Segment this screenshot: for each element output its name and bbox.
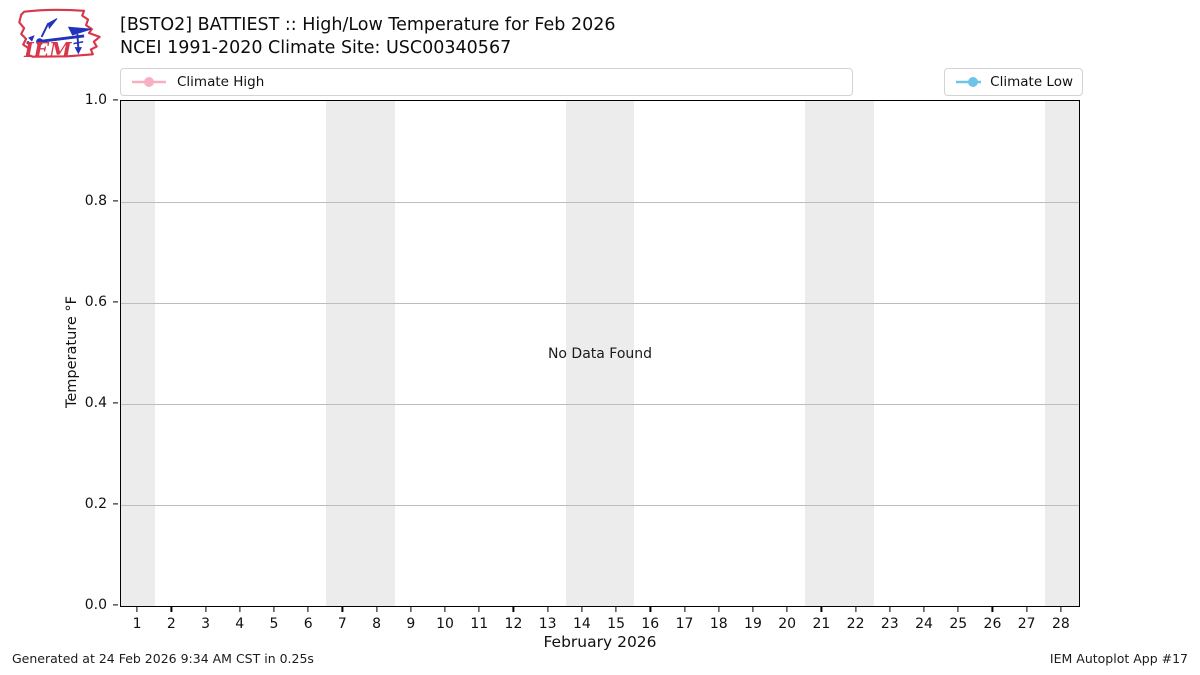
x-tick-label: 1 [132,616,142,632]
x-tick-label: 20 [778,616,797,632]
gridline [121,505,1079,506]
x-tick-label: 5 [269,616,279,632]
y-tick-mark [113,402,118,404]
x-tick-mark [376,607,378,612]
x-tick-mark [512,607,515,612]
x-tick-mark [204,607,207,612]
legend-climate-low: Climate Low [944,68,1083,96]
plot-area: No Data Found [120,100,1080,607]
gridline [121,303,1079,304]
y-tick-mark [113,503,118,505]
app-credit: IEM Autoplot App #17 [1049,651,1188,666]
x-tick-mark [478,607,480,612]
legend-climate-high: Climate High [120,68,853,96]
x-tick-label: 3 [201,616,210,632]
chart-title: [BSTO2] BATTIEST :: High/Low Temperature… [120,15,616,35]
x-tick-label: 19 [744,616,762,632]
x-tick-mark [615,607,617,612]
x-tick-mark [136,607,138,612]
y-tick-label: 0.4 [84,395,107,411]
x-tick-label: 25 [949,616,968,632]
generated-timestamp: Generated at 24 Feb 2026 9:34 AM CST in … [12,651,314,666]
x-tick-label: 12 [504,616,523,632]
x-tick-mark [239,607,241,612]
x-tick-label: 15 [607,616,626,632]
y-tick-label: 1.0 [84,92,107,108]
x-tick-mark [307,607,309,612]
x-tick-label: 7 [337,616,347,632]
x-tick-label: 13 [538,616,557,632]
x-tick-label: 4 [235,616,245,632]
y-tick-mark [113,301,118,303]
y-tick-mark [113,99,118,101]
y-tick-mark [113,604,118,606]
x-tick-mark [991,607,994,612]
iem-logo: IEM [18,8,101,62]
x-tick-mark [1026,607,1028,612]
x-tick-mark [752,607,754,612]
x-tick-label: 18 [709,616,728,632]
x-tick-label: 6 [303,616,313,632]
climate-high-marker-icon [132,77,166,87]
x-tick-mark [547,607,549,612]
x-tick-mark [718,607,720,612]
x-tick-label: 28 [1051,616,1070,632]
x-tick-label: 22 [846,616,865,632]
x-tick-label: 2 [166,616,176,632]
chart-subtitle: NCEI 1991-2020 Climate Site: USC00340567 [120,38,512,58]
x-tick-label: 14 [572,616,591,632]
x-tick-mark [786,607,788,612]
gridline [121,404,1079,405]
x-tick-label: 27 [1017,616,1036,632]
x-tick-mark [410,607,412,612]
y-axis-ticks: 0.0 0.2 0.4 0.6 0.8 1.0 [0,92,119,613]
x-tick-mark [444,607,446,612]
x-tick-mark [581,607,583,612]
x-tick-label: 26 [983,616,1002,632]
weather-vane-icon [26,18,92,55]
x-tick-label: 24 [915,616,933,632]
y-tick-label: 0.2 [84,496,107,512]
x-tick-mark [923,607,925,612]
x-tick-mark [170,607,172,612]
x-tick-mark [273,607,275,612]
x-tick-mark [957,607,959,612]
x-axis-ticks: 1 2 3 4 5 6 7 8 9 10 11 12 13 14 15 16 17 18 19 20 21 22 23 24 2… [120,607,1080,652]
x-tick-label: 17 [675,616,694,632]
climate-low-marker-icon [956,77,982,87]
x-tick-mark [820,607,822,612]
x-tick-label: 9 [406,616,416,632]
x-tick-mark [341,607,343,612]
y-tick-label: 0.6 [84,294,107,310]
x-tick-label: 10 [436,616,454,632]
x-tick-label: 21 [812,616,831,632]
x-tick-label: 11 [470,616,489,632]
logo-text: IEM [23,38,72,62]
x-tick-mark [1060,607,1062,612]
x-tick-label: 23 [880,616,899,632]
x-axis-label: February 2026 [543,633,657,651]
y-tick-label: 0.0 [84,597,107,613]
legend-label-climate-low: Climate Low [990,74,1073,90]
x-tick-mark [889,607,891,612]
no-data-message: No Data Found [547,345,653,362]
legend-label-climate-high: Climate High [177,74,265,90]
x-tick-label: 16 [641,616,660,632]
x-tick-mark [649,607,651,612]
gridline [121,202,1079,203]
weekend-band [326,101,395,606]
weekend-band [805,101,874,606]
weekend-band [121,101,156,606]
x-tick-mark [683,607,686,612]
x-tick-mark [855,607,857,612]
y-axis-label: Temperature °F [64,295,80,409]
y-tick-label: 0.8 [84,193,107,209]
weekend-band [565,101,635,606]
x-tick-label: 8 [372,616,382,632]
weekend-band [1044,101,1079,606]
y-tick-mark [113,200,118,202]
